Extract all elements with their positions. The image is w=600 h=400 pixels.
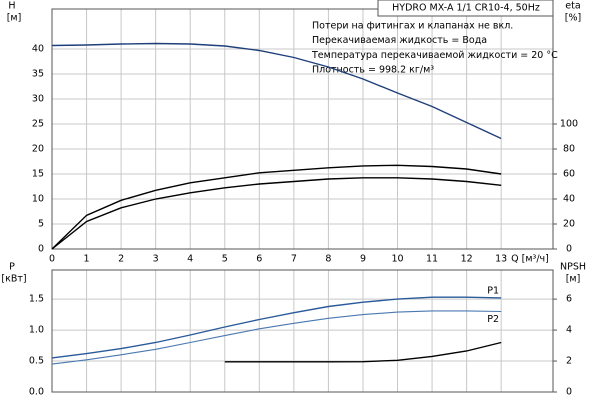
annotation: Температура перекачиваемой жидкости = 20…	[311, 50, 558, 61]
series-line	[51, 177, 502, 250]
annotation: Плотность = 998.2 кг/м³	[312, 65, 434, 76]
series-label: P1	[487, 285, 499, 296]
x-tick-label: 9	[360, 254, 366, 265]
x-tick-label: 5	[222, 254, 228, 265]
chart-title: HYDRO MX-A 1/1 CR10-4, 50Hz	[392, 3, 540, 14]
y2-tick-label: 80	[563, 144, 575, 155]
y2-tick-label: 40	[563, 194, 575, 205]
y-tick-label: 20	[32, 144, 44, 155]
y2-tick-label: 2	[566, 356, 572, 367]
x-tick-label: 3	[153, 254, 159, 265]
annotation: Перекачиваемая жидкость = Вода	[312, 35, 487, 46]
y2-tick-label: 20	[563, 219, 575, 230]
y2-axis-unit: [%]	[565, 13, 581, 24]
x-tick-label: 11	[426, 254, 438, 265]
x-axis-label: Q [м³/ч]	[511, 254, 549, 265]
y-tick-label: 10	[32, 194, 44, 205]
y-tick-label: 35	[32, 69, 44, 80]
y2-tick-label: 6	[566, 294, 572, 305]
y2-axis-label: NPSH	[560, 262, 586, 273]
x-tick-label: 4	[187, 254, 193, 265]
x-tick-label: 12	[461, 254, 473, 265]
series-line	[224, 341, 502, 363]
y2-axis-label: eta	[565, 1, 580, 12]
y-tick-label: 40	[32, 44, 44, 55]
x-tick-label: 0	[49, 254, 55, 265]
y-axis-label: P	[9, 262, 15, 273]
plot-frame	[51, 269, 554, 393]
y2-tick-label: 60	[563, 169, 575, 180]
y2-tick-label: 4	[566, 325, 572, 336]
title-box	[377, 0, 554, 17]
y-tick-label: 1.5	[29, 294, 44, 305]
y-tick-label: 0	[38, 244, 44, 255]
y-tick-label: 0.5	[29, 356, 44, 367]
y-axis-label: H	[8, 1, 15, 12]
y-tick-label: 0.0	[29, 387, 44, 398]
y2-tick-label: 0	[566, 387, 572, 398]
x-tick-label: 13	[495, 254, 507, 265]
x-tick-label: 7	[291, 254, 297, 265]
y2-tick-label: 0	[566, 244, 572, 255]
plot-frame	[51, 8, 554, 250]
series-label: P2	[487, 314, 499, 325]
y-axis-unit: [м]	[7, 13, 22, 24]
series-line	[51, 42, 502, 140]
x-tick-label: 8	[325, 254, 331, 265]
y2-axis-unit: [м]	[566, 274, 581, 285]
y-tick-label: 30	[32, 94, 44, 105]
x-tick-label: 10	[391, 254, 403, 265]
series-line	[51, 296, 502, 359]
y2-tick-label: 100	[560, 119, 578, 130]
y-tick-label: 1.0	[29, 325, 44, 336]
x-tick-label: 1	[84, 254, 90, 265]
x-tick-label: 6	[256, 254, 262, 265]
annotation: Потери на фитингах и клапанах не вкл.	[312, 21, 513, 32]
y-axis-unit: [кВт]	[1, 274, 26, 285]
y-tick-label: 15	[32, 169, 44, 180]
x-tick-label: 2	[118, 254, 124, 265]
y-tick-label: 5	[38, 219, 44, 230]
series-line	[51, 310, 502, 365]
series-line	[51, 164, 502, 250]
y-tick-label: 25	[32, 119, 44, 130]
